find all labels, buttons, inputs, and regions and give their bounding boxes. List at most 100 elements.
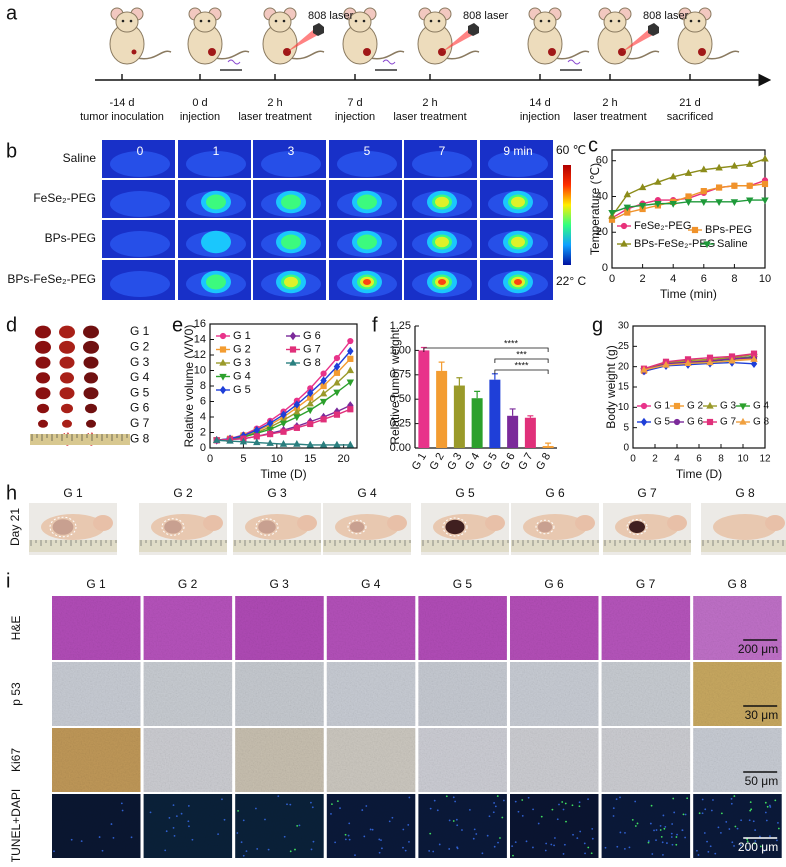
timeline-event: laser treatment bbox=[393, 111, 466, 123]
marker bbox=[289, 331, 297, 341]
tumor-photo bbox=[37, 403, 49, 414]
thermal-hotspot bbox=[201, 230, 231, 254]
marker bbox=[347, 337, 354, 345]
x-tick-label: G 5 bbox=[481, 451, 500, 472]
mouse-cartoon bbox=[342, 7, 405, 65]
ruler bbox=[139, 540, 227, 552]
cell-dot bbox=[768, 804, 771, 807]
significance-label: **** bbox=[504, 338, 519, 348]
cell-dot bbox=[777, 827, 780, 830]
histology-texture bbox=[143, 794, 233, 858]
cell-dot bbox=[264, 818, 266, 821]
cell-dot bbox=[172, 826, 175, 829]
histology-texture bbox=[510, 728, 599, 792]
histology-texture bbox=[235, 662, 324, 726]
bar bbox=[489, 379, 501, 448]
marker bbox=[620, 239, 628, 247]
cell-dot bbox=[481, 852, 484, 855]
timeline-event: injection bbox=[335, 111, 375, 123]
cell-dot bbox=[98, 836, 101, 838]
stain-label: TUNEL+DAPI bbox=[9, 789, 23, 862]
histology-group-label: G 4 bbox=[361, 577, 381, 591]
cell-dot bbox=[371, 828, 374, 831]
cell-dot bbox=[514, 800, 517, 803]
marker bbox=[293, 400, 301, 409]
cell-dot bbox=[488, 815, 491, 818]
cell-dot bbox=[562, 853, 565, 855]
x-tick-label: 6 bbox=[696, 454, 702, 465]
tumor-outline bbox=[347, 519, 367, 535]
legend-label: BPs-FeSe₂-PEG bbox=[634, 238, 715, 250]
cell-dot bbox=[336, 800, 339, 802]
cell-dot bbox=[749, 801, 752, 804]
marker bbox=[684, 169, 693, 176]
ruler bbox=[701, 540, 786, 552]
cell-dot bbox=[242, 854, 245, 857]
cell-dot bbox=[587, 846, 590, 849]
timeline-day: 7 d bbox=[347, 97, 362, 109]
cell-dot bbox=[348, 838, 351, 841]
y-tick-label: 5 bbox=[623, 422, 629, 433]
legend-label: G 3 bbox=[720, 401, 737, 412]
y-axis-label: Relative tumor weight bbox=[388, 329, 402, 445]
tumor-photo bbox=[38, 419, 48, 428]
bar bbox=[418, 350, 430, 448]
bar bbox=[507, 415, 519, 448]
cell-dot bbox=[631, 818, 634, 821]
mouse-eye bbox=[199, 19, 203, 23]
cell-dot bbox=[452, 796, 455, 799]
cell-dot bbox=[583, 842, 586, 845]
y-tick-label: 4 bbox=[200, 411, 206, 423]
x-tick-label: G 7 bbox=[516, 451, 535, 472]
marker bbox=[685, 193, 692, 200]
drug bbox=[567, 59, 581, 65]
cell-dot bbox=[746, 838, 749, 841]
stain-label: H&E bbox=[9, 616, 23, 641]
cell-dot bbox=[296, 824, 299, 827]
timeline-event: laser treatment bbox=[238, 111, 311, 123]
error-bar bbox=[438, 361, 445, 371]
marker bbox=[266, 418, 274, 428]
x-tick-label: 8 bbox=[731, 273, 737, 285]
tumor-photo bbox=[59, 325, 75, 339]
cell-dot bbox=[563, 843, 566, 846]
marker bbox=[306, 407, 314, 415]
tumor bbox=[445, 519, 465, 535]
cell-dot bbox=[739, 844, 742, 847]
marker bbox=[289, 358, 297, 366]
color-scale bbox=[563, 165, 571, 265]
cell-dot bbox=[612, 815, 615, 817]
cell-dot bbox=[612, 807, 615, 810]
thermal-mouse bbox=[412, 151, 472, 177]
timeline-day: 2 h bbox=[602, 97, 617, 109]
series-line bbox=[643, 352, 755, 370]
marker bbox=[293, 424, 300, 431]
cell-dot bbox=[112, 836, 115, 839]
tumor bbox=[131, 49, 137, 55]
cell-dot bbox=[344, 838, 347, 841]
marker bbox=[333, 369, 341, 376]
cell-dot bbox=[120, 802, 123, 805]
mouse-cartoon bbox=[677, 7, 740, 65]
marker bbox=[745, 160, 754, 167]
cell-dot bbox=[429, 832, 432, 835]
thermal-hotspot bbox=[206, 194, 226, 210]
significance-bracket bbox=[494, 358, 549, 363]
cell-dot bbox=[80, 840, 83, 843]
cell-dot bbox=[402, 846, 404, 849]
panel-label: d bbox=[6, 314, 17, 336]
cell-dot bbox=[168, 816, 171, 819]
cell-dot bbox=[720, 812, 723, 815]
marker bbox=[333, 362, 341, 371]
cell-dot bbox=[661, 841, 664, 844]
stain-label: Ki67 bbox=[9, 748, 23, 772]
cell-dot bbox=[731, 841, 734, 844]
thermal-row-label: FeSe₂-PEG bbox=[33, 191, 96, 205]
legend-label: G 3 bbox=[233, 357, 251, 369]
thermal-hotspot bbox=[511, 196, 525, 208]
y-tick-label: 30 bbox=[618, 321, 630, 332]
cell-dot bbox=[725, 821, 728, 823]
marker bbox=[346, 366, 355, 374]
cell-dot bbox=[331, 803, 333, 806]
